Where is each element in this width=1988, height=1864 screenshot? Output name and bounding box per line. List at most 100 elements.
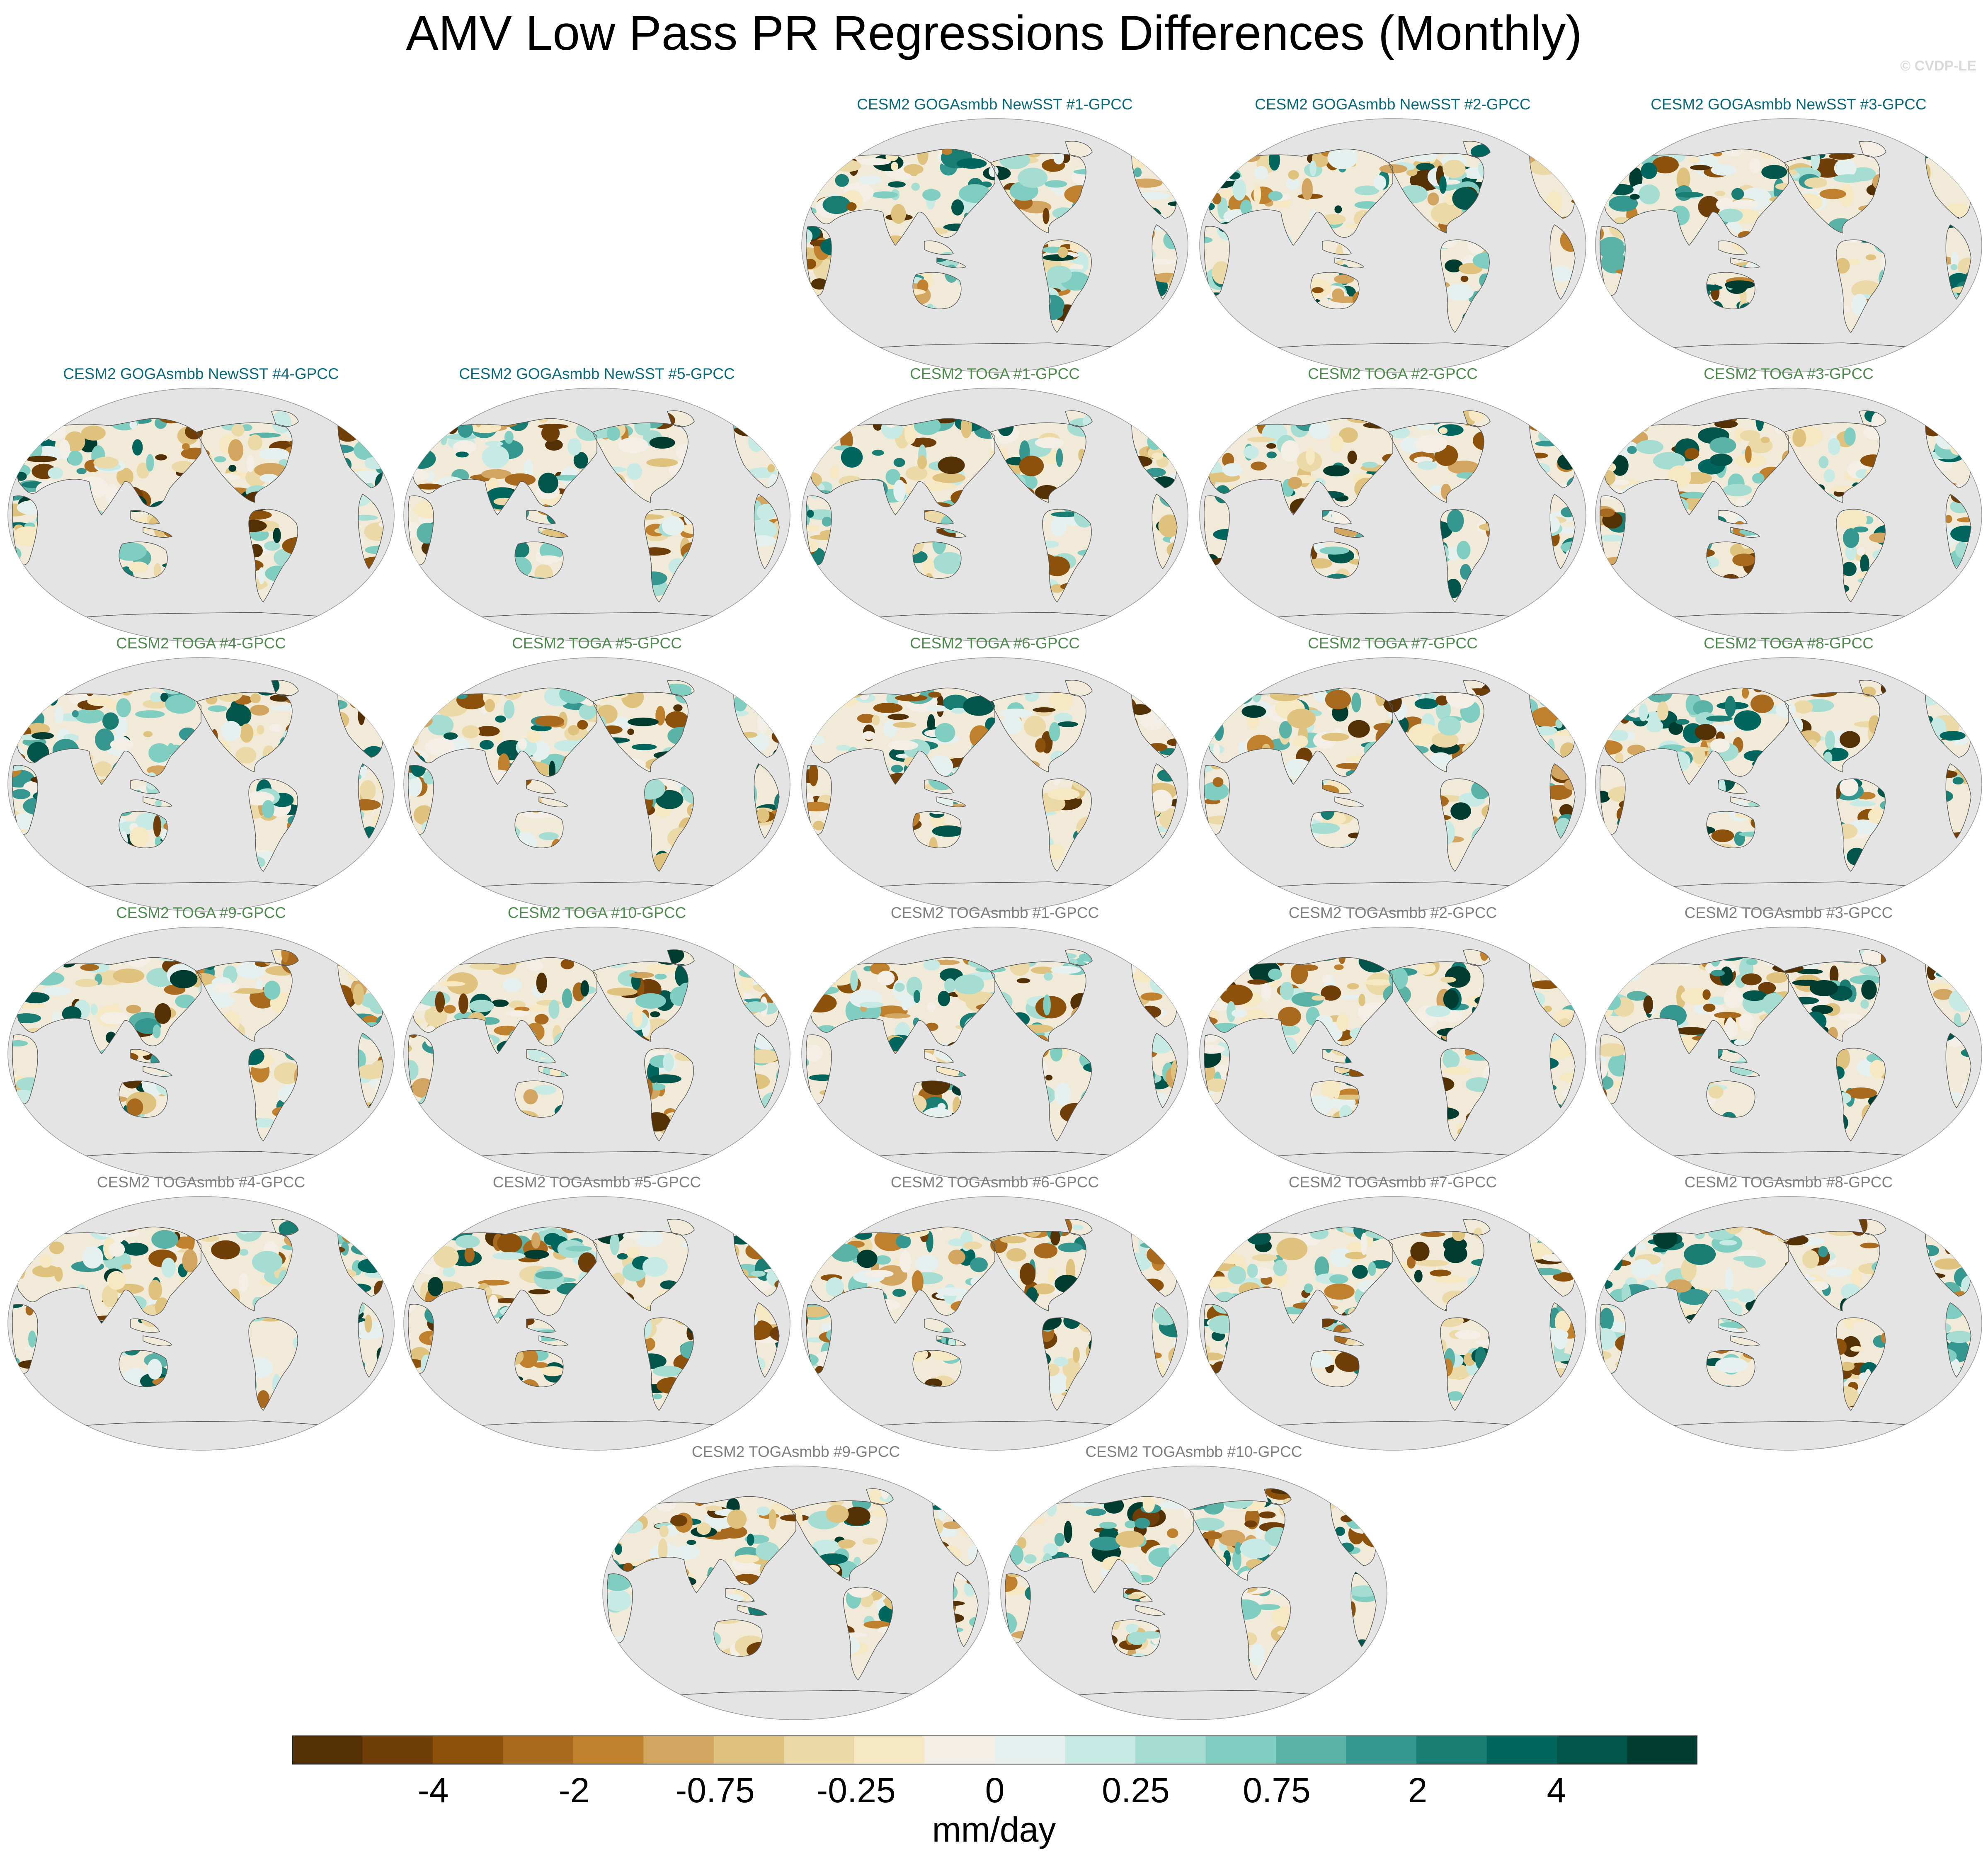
panel-title: CESM2 TOGA #10-GPCC <box>507 904 686 921</box>
map-panel: CESM2 TOGAsmbb #1-GPCC <box>800 904 1190 1186</box>
coastlines <box>408 410 780 621</box>
panel-title: CESM2 TOGA #1-GPCC <box>910 365 1080 382</box>
panel-title: CESM2 TOGAsmbb #10-GPCC <box>1085 1443 1302 1460</box>
credit-watermark: © CVDP-LE <box>1900 58 1976 74</box>
colorbar-swatch <box>1486 1735 1557 1764</box>
colorbar-swatch <box>362 1735 433 1764</box>
world-map <box>801 1196 1188 1451</box>
world-map <box>403 1196 790 1451</box>
colorbar-tick-label: 2 <box>1408 1771 1428 1810</box>
map-panel: CESM2 GOGAsmbb NewSST #2-GPCC <box>1198 95 1588 377</box>
panel-title: CESM2 TOGA #8-GPCC <box>1704 635 1874 652</box>
world-map <box>1199 388 1586 642</box>
panel-title: CESM2 TOGAsmbb #8-GPCC <box>1684 1174 1893 1191</box>
world-map <box>1595 927 1982 1181</box>
panel-title: CESM2 GOGAsmbb NewSST #5-GPCC <box>459 365 735 382</box>
panel-title: CESM2 TOGAsmbb #2-GPCC <box>1288 904 1497 921</box>
map-panel: CESM2 GOGAsmbb NewSST #1-GPCC <box>800 95 1190 377</box>
world-map <box>7 927 395 1181</box>
world-map <box>7 657 395 912</box>
map-panel: CESM2 TOGA #3-GPCC <box>1594 365 1983 647</box>
world-map <box>1000 1466 1387 1720</box>
colorbar-units: mm/day <box>932 1810 1056 1849</box>
panel-title: CESM2 TOGA #2-GPCC <box>1308 365 1478 382</box>
coastlines <box>1204 410 1576 621</box>
colorbar-tick-label: 0 <box>985 1771 1005 1810</box>
panel-title: CESM2 GOGAsmbb NewSST #3-GPCC <box>1651 96 1927 113</box>
world-map <box>403 927 790 1181</box>
world-map <box>801 657 1188 912</box>
map-panel: CESM2 TOGAsmbb #6-GPCC <box>800 1173 1190 1455</box>
map-panel: CESM2 TOGAsmbb #3-GPCC <box>1594 904 1983 1186</box>
coastlines <box>1600 680 1971 891</box>
colorbar-swatch <box>1627 1735 1697 1764</box>
colorbar-swatch <box>1276 1735 1346 1764</box>
colorbar-tick-label: 0.25 <box>1102 1771 1170 1810</box>
colorbar-swatch <box>503 1735 574 1764</box>
map-panel: CESM2 TOGA #2-GPCC <box>1198 365 1588 647</box>
colorbar-tick-label: 4 <box>1547 1771 1566 1810</box>
world-map <box>801 927 1188 1181</box>
map-panel: CESM2 TOGAsmbb #2-GPCC <box>1198 904 1588 1186</box>
colorbar-swatch <box>1065 1735 1136 1764</box>
map-panel: CESM2 TOGAsmbb #9-GPCC <box>601 1443 991 1725</box>
colorbar-swatch <box>433 1735 503 1764</box>
map-panel: CESM2 TOGA #10-GPCC <box>402 904 792 1186</box>
colorbar-tick-label: -0.75 <box>675 1771 755 1810</box>
map-panel: CESM2 TOGA #8-GPCC <box>1594 634 1983 916</box>
panel-title: CESM2 TOGAsmbb #4-GPCC <box>97 1174 305 1191</box>
map-panel: CESM2 TOGA #1-GPCC <box>800 365 1190 647</box>
world-map <box>403 388 790 642</box>
colorbar-swatch <box>643 1735 714 1764</box>
world-map <box>1199 927 1586 1181</box>
coastlines <box>12 1219 384 1430</box>
panel-title: CESM2 TOGAsmbb #3-GPCC <box>1684 904 1893 921</box>
world-map <box>602 1466 989 1720</box>
panel-title: CESM2 TOGAsmbb #7-GPCC <box>1288 1174 1497 1191</box>
colorbar-tick-label: 0.75 <box>1243 1771 1311 1810</box>
world-map <box>1595 388 1982 642</box>
panel-title: CESM2 TOGAsmbb #5-GPCC <box>492 1174 701 1191</box>
figure-title: AMV Low Pass PR Regressions Differences … <box>406 6 1582 61</box>
colorbar-tick-label: -0.25 <box>816 1771 896 1810</box>
panel-title: CESM2 TOGA #7-GPCC <box>1308 635 1478 652</box>
colorbar-swatch <box>1135 1735 1206 1764</box>
map-panel: CESM2 TOGA #7-GPCC <box>1198 634 1588 916</box>
world-map <box>1199 1196 1586 1451</box>
world-map <box>7 388 395 642</box>
coastlines <box>1204 949 1576 1160</box>
panel-title: CESM2 TOGA #9-GPCC <box>116 904 286 921</box>
colorbar-swatch <box>1205 1735 1276 1764</box>
colorbar-swatch <box>854 1735 925 1764</box>
panel-title: CESM2 TOGA #3-GPCC <box>1704 365 1874 382</box>
map-panel: CESM2 TOGA #4-GPCC <box>6 634 396 916</box>
colorbar-swatch <box>292 1735 363 1764</box>
map-panel: CESM2 TOGAsmbb #10-GPCC <box>999 1443 1389 1725</box>
world-map <box>1199 118 1586 373</box>
colorbar <box>292 1735 1697 1764</box>
coastlines <box>1204 680 1576 891</box>
world-map <box>403 657 790 912</box>
panel-title: CESM2 GOGAsmbb NewSST #4-GPCC <box>63 365 339 382</box>
coastlines <box>1600 410 1971 621</box>
map-panel: CESM2 TOGAsmbb #8-GPCC <box>1594 1173 1983 1455</box>
colorbar-swatch <box>1557 1735 1627 1764</box>
map-panel: CESM2 TOGAsmbb #4-GPCC <box>6 1173 396 1455</box>
panel-title: CESM2 GOGAsmbb NewSST #2-GPCC <box>1255 96 1531 113</box>
colorbar-swatch <box>924 1735 995 1764</box>
map-panel: CESM2 TOGA #9-GPCC <box>6 904 396 1186</box>
map-panel: CESM2 GOGAsmbb NewSST #5-GPCC <box>402 365 792 647</box>
colorbar-swatch <box>784 1735 855 1764</box>
coastlines <box>1005 1488 1377 1699</box>
colorbar-swatch <box>714 1735 784 1764</box>
colorbar-swatch <box>1416 1735 1487 1764</box>
map-panel: CESM2 TOGAsmbb #7-GPCC <box>1198 1173 1588 1455</box>
map-panel: CESM2 TOGA #5-GPCC <box>402 634 792 916</box>
world-map <box>1595 118 1982 373</box>
colorbar-tick-labels: -4 -2 -0.75 -0.25 0 0.25 0.75 2 4 <box>0 1770 1988 1812</box>
panel-title: CESM2 TOGAsmbb #1-GPCC <box>890 904 1099 921</box>
map-panel: CESM2 TOGAsmbb #5-GPCC <box>402 1173 792 1455</box>
world-map <box>801 118 1188 373</box>
world-map <box>7 1196 395 1451</box>
coastlines <box>806 949 1178 1160</box>
